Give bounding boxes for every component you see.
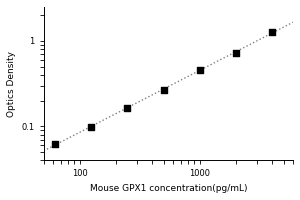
Point — [53, 142, 58, 145]
Point — [197, 68, 202, 71]
Point — [233, 52, 238, 55]
Y-axis label: Optics Density: Optics Density — [7, 51, 16, 117]
Point — [89, 126, 94, 129]
X-axis label: Mouse GPX1 concentration(pg/mL): Mouse GPX1 concentration(pg/mL) — [90, 184, 247, 193]
Point — [161, 88, 166, 91]
Point — [269, 30, 274, 33]
Point — [125, 106, 130, 109]
